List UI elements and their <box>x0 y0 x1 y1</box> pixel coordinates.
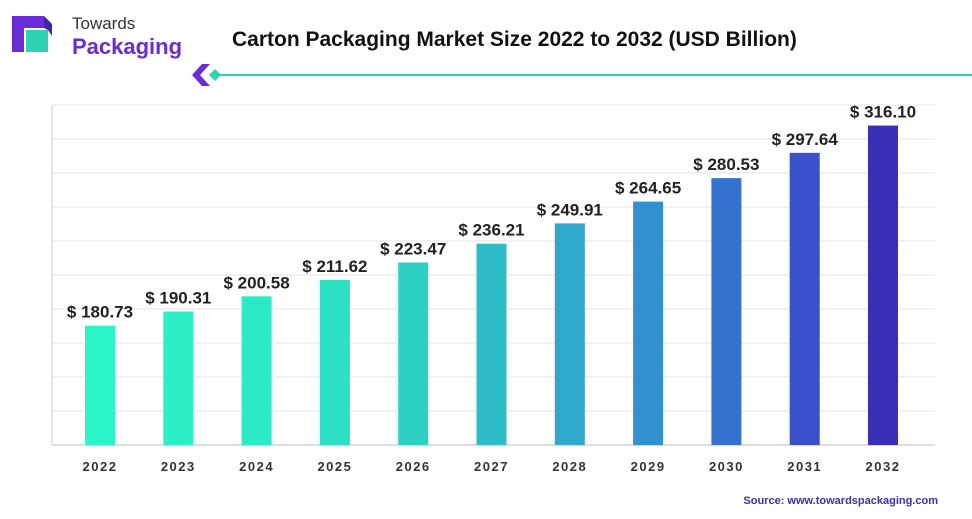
value-label-2026: $ 223.47 <box>380 239 446 258</box>
chevron-left-icon <box>192 64 210 86</box>
brand-name-line2: Packaging <box>72 34 183 59</box>
value-label-2023: $ 190.31 <box>145 288 211 307</box>
x-tick-2023: 2023 <box>161 459 196 474</box>
value-label-2031: $ 297.64 <box>772 130 839 149</box>
bar-2029 <box>633 201 664 445</box>
source-note: Source: www.towardspackaging.com <box>743 495 938 507</box>
x-tick-2032: 2032 <box>866 459 901 474</box>
bar-2028 <box>554 223 585 445</box>
x-tick-2029: 2029 <box>631 459 666 474</box>
value-labels: $ 180.73 $ 190.31 $ 200.58 $ 211.62 $ 223.47… <box>67 103 916 322</box>
bar-2024 <box>241 296 272 445</box>
logo-mark-icon <box>12 16 52 52</box>
bar-2026 <box>398 262 429 445</box>
bar-2022 <box>85 325 115 445</box>
value-label-2027: $ 236.21 <box>458 221 524 240</box>
x-tick-2024: 2024 <box>239 459 274 474</box>
value-label-2022: $ 180.73 <box>67 303 133 322</box>
value-label-2028: $ 249.91 <box>537 200 603 219</box>
x-tick-2031: 2031 <box>787 459 822 474</box>
x-tick-2025: 2025 <box>317 459 352 474</box>
brand-name-line1: Towards <box>72 14 136 33</box>
x-tick-2030: 2030 <box>709 459 744 474</box>
x-tick-2026: 2026 <box>396 459 431 474</box>
title-underline-accent <box>192 64 972 86</box>
bar-2032 <box>868 125 898 446</box>
bar-2027 <box>476 243 507 445</box>
bar-2023 <box>163 311 194 445</box>
value-label-2025: $ 211.62 <box>302 257 367 276</box>
bars <box>85 125 898 446</box>
bar-2025 <box>319 279 350 445</box>
x-tick-2027: 2027 <box>474 459 509 474</box>
value-label-2032: $ 316.10 <box>850 103 916 122</box>
value-label-2030: $ 280.53 <box>693 155 759 174</box>
brand-logo: Towards Packaging <box>8 8 208 60</box>
value-label-2024: $ 200.58 <box>224 273 290 292</box>
bar-2031 <box>789 152 820 445</box>
value-label-2029: $ 264.65 <box>615 179 681 198</box>
chart-title: Carton Packaging Market Size 2022 to 203… <box>232 28 797 51</box>
diamond-icon <box>209 69 221 81</box>
x-tick-2022: 2022 <box>83 459 118 474</box>
x-tick-2028: 2028 <box>552 459 587 474</box>
x-tick-labels: 2022 2023 2024 2025 2026 2027 2028 2029 2030 2031… <box>83 459 901 474</box>
bar-2030 <box>711 178 742 445</box>
